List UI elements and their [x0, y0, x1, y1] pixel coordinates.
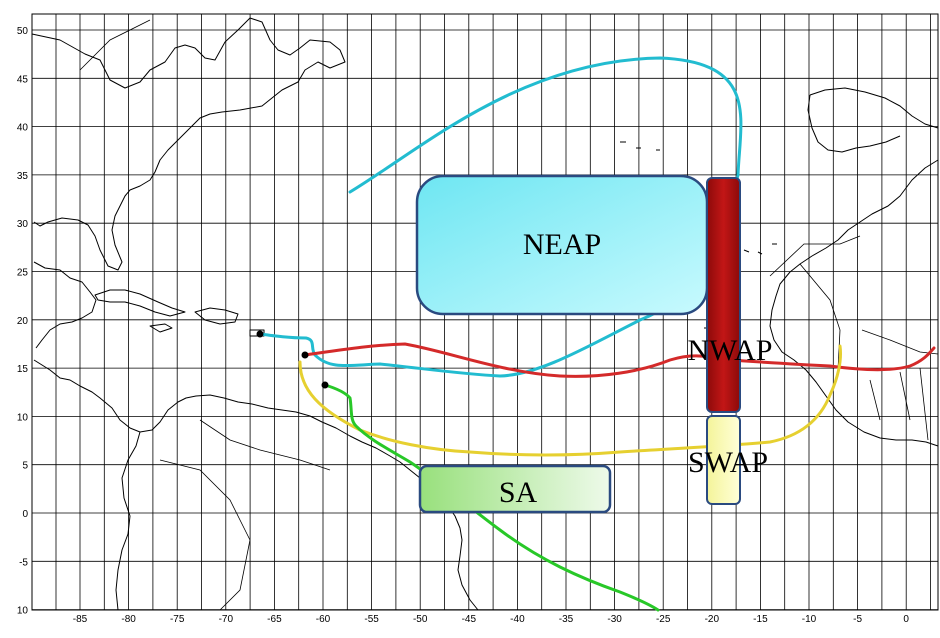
- sa-label: SA: [499, 476, 538, 509]
- longitude-tick-label: -55: [364, 614, 379, 625]
- latitude-tick-label: -5: [19, 557, 28, 568]
- latitude-tick-label: 15: [17, 364, 29, 375]
- iberia-coast: [807, 87, 939, 153]
- north-america-coast: [31, 17, 346, 271]
- region-neap: NEAP: [415, 174, 709, 316]
- longitude-tick-label: -75: [170, 614, 185, 625]
- latitude-tick-label: 20: [17, 316, 29, 327]
- longitude-tick-label: -70: [219, 614, 234, 625]
- nwap-route-line: [303, 342, 936, 378]
- longitude-tick-label: -35: [559, 614, 574, 625]
- route-origins: [256, 330, 329, 389]
- africa-coast: [769, 159, 939, 447]
- swap-label: SWAP: [688, 446, 768, 479]
- latitude-tick-label: 30: [17, 219, 29, 230]
- longitude-tick-label: -20: [705, 614, 720, 625]
- latitude-tick-label: 50: [17, 26, 29, 37]
- latitude-tick-label: 45: [17, 74, 29, 85]
- longitude-tick-label: -30: [607, 614, 622, 625]
- longitude-labels: -85 -80 -75 -70 -65 -60 -55 -50 -45 -40 -35 -30 -25-…: [73, 614, 910, 625]
- south-america-west: [115, 431, 141, 611]
- cuba: [94, 289, 186, 317]
- region-nwap: NWAP: [687, 177, 773, 413]
- latitude-tick-label: 0: [22, 509, 28, 520]
- longitude-tick-label: -50: [413, 614, 428, 625]
- routes: [258, 56, 936, 612]
- longitude-tick-label: -85: [73, 614, 88, 625]
- latitude-tick-label: 5: [22, 461, 28, 472]
- latitude-tick-label: 35: [17, 171, 29, 182]
- neap-label: NEAP: [523, 228, 601, 261]
- origin-point: [256, 330, 264, 338]
- latitude-tick-label: 10: [17, 606, 29, 617]
- longitude-tick-label: -15: [753, 614, 768, 625]
- longitude-tick-label: -45: [462, 614, 477, 625]
- origin-point: [301, 351, 309, 359]
- hispaniola: [194, 307, 239, 325]
- longitude-tick-label: -25: [656, 614, 671, 625]
- latitude-tick-label: 40: [17, 123, 29, 134]
- nwap-box: [706, 177, 741, 413]
- region-sa: SA: [418, 464, 612, 514]
- longitude-tick-label: -80: [121, 614, 136, 625]
- swap-box: [706, 415, 741, 505]
- region-swap: SWAP: [688, 415, 768, 505]
- longitude-tick-label: 0: [903, 614, 909, 625]
- gulf-coast: [33, 261, 97, 349]
- sa-box: [418, 464, 612, 514]
- longitude-tick-label: -40: [510, 614, 525, 625]
- latitude-tick-label: 10: [17, 412, 29, 423]
- longitude-tick-label: -5: [853, 614, 862, 625]
- jamaica: [149, 323, 173, 333]
- longitude-tick-label: -60: [316, 614, 331, 625]
- longitude-tick-label: -65: [267, 614, 282, 625]
- nwap-label: NWAP: [687, 334, 772, 367]
- longitude-tick-label: -10: [802, 614, 817, 625]
- latitude-tick-label: 25: [17, 268, 29, 279]
- origin-point: [321, 381, 329, 389]
